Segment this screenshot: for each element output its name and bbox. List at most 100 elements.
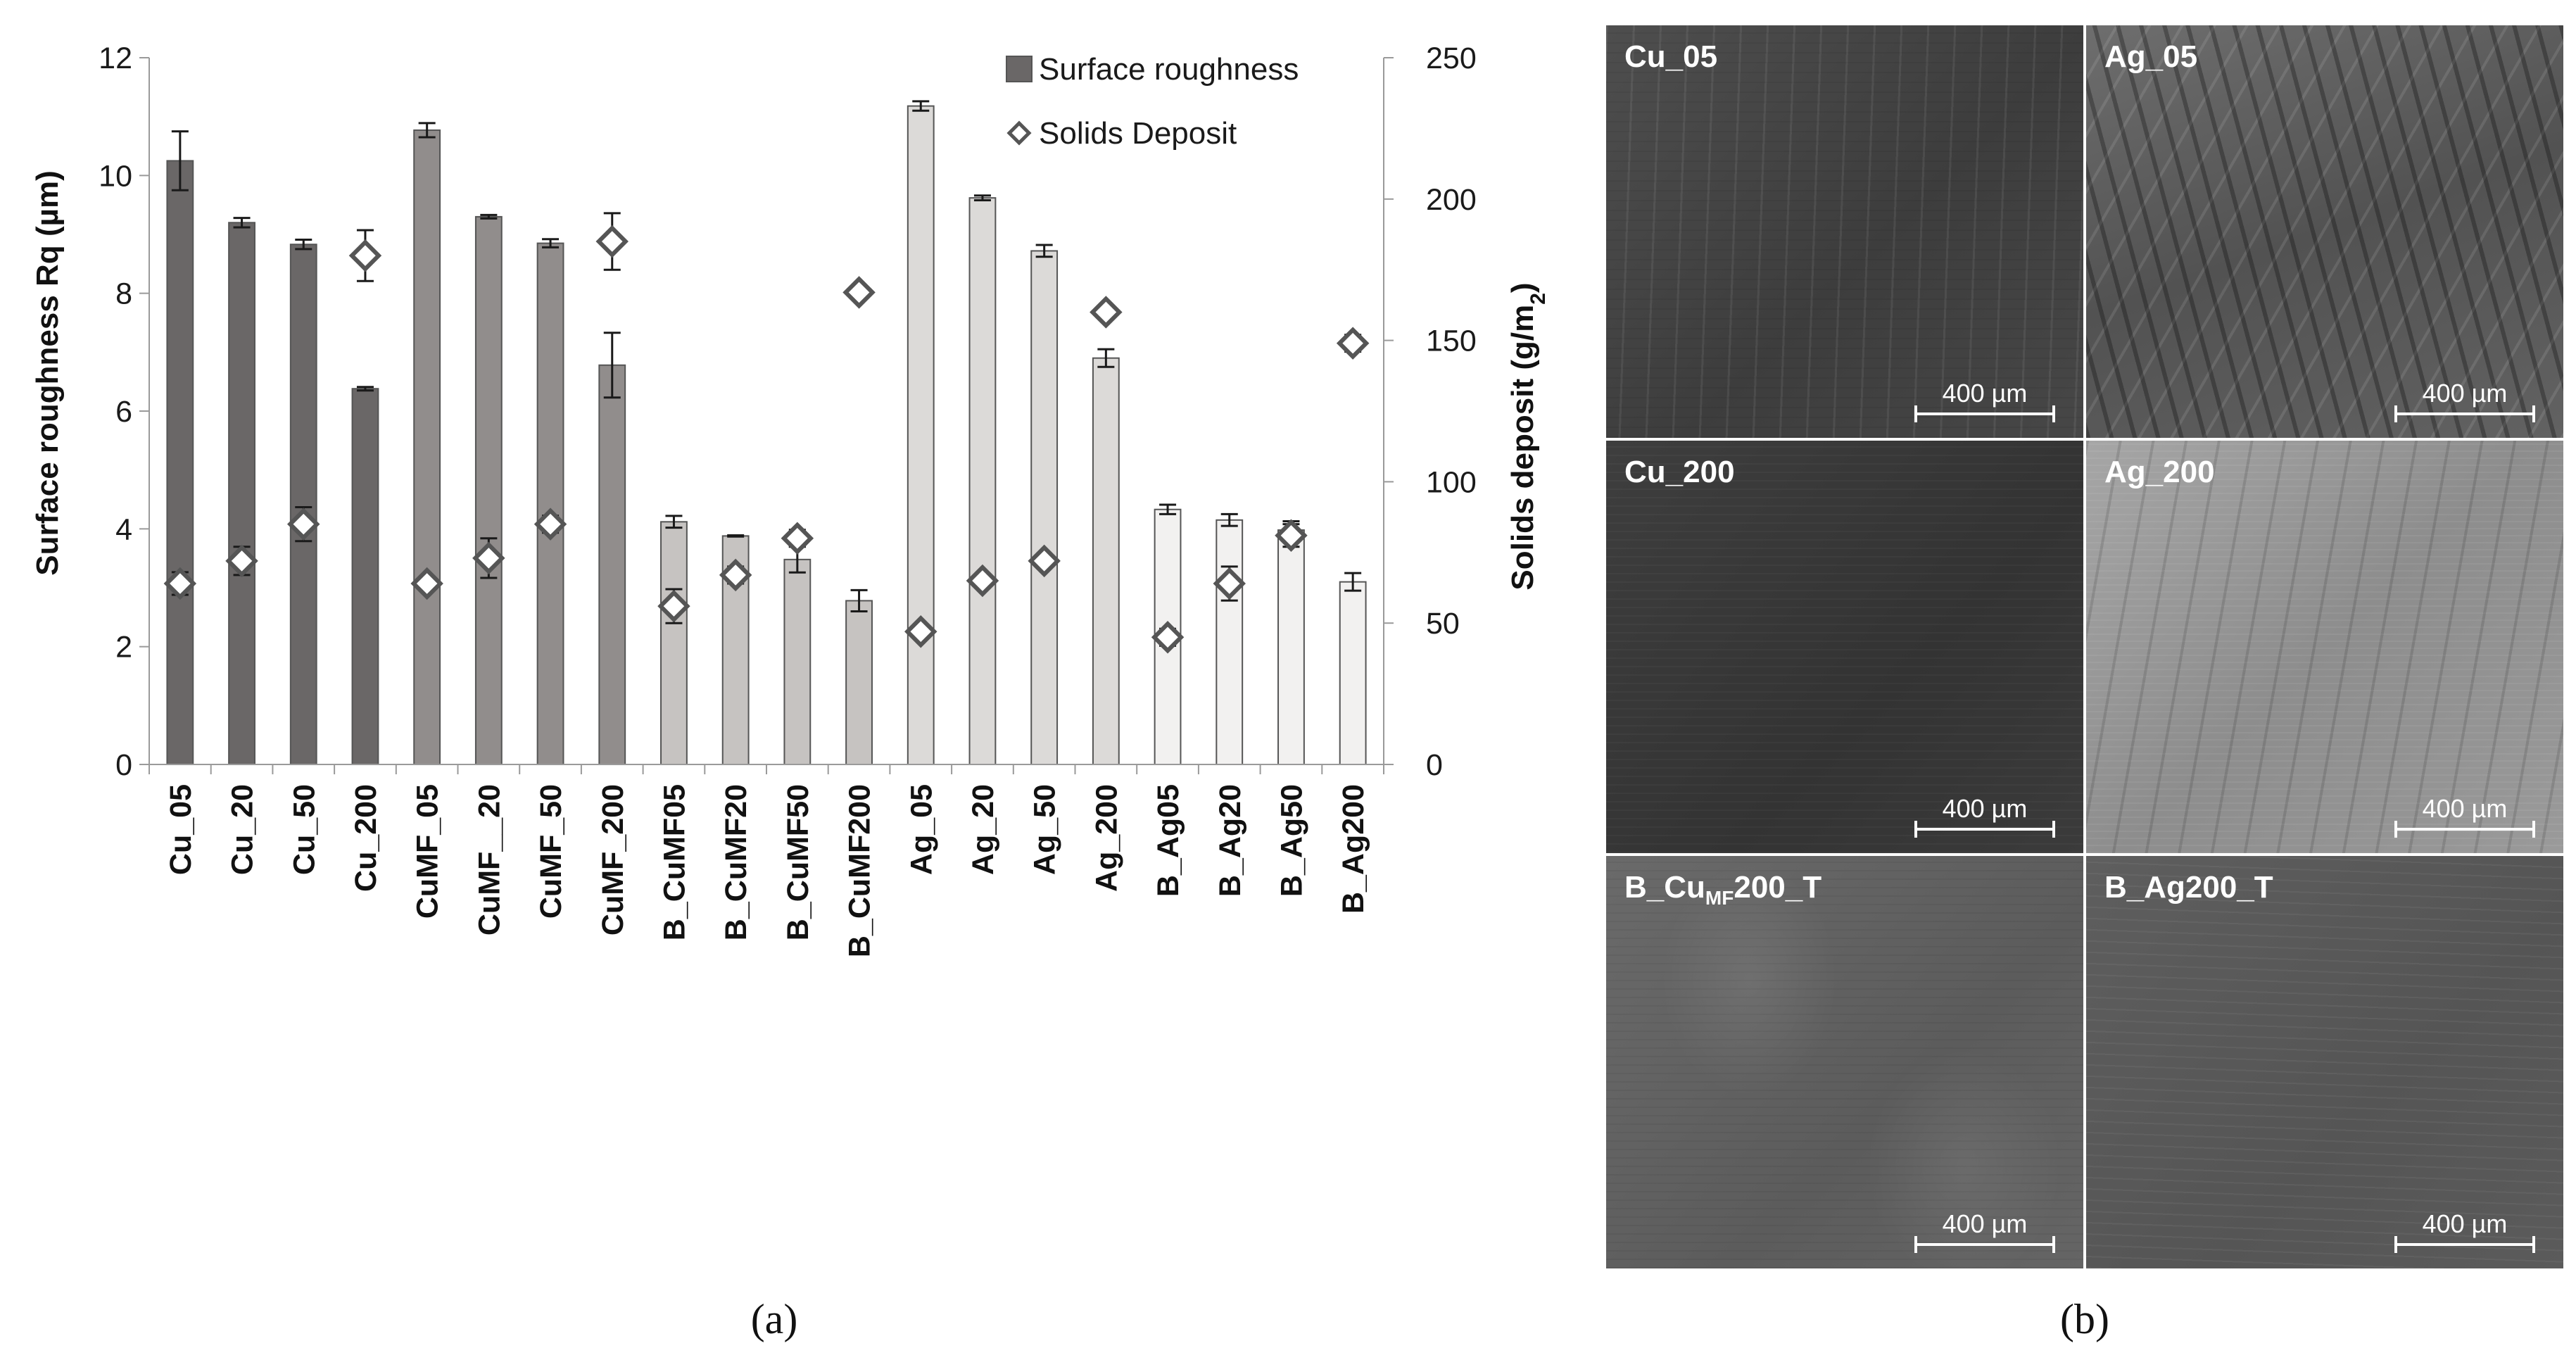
bar-CuMF_200 (598, 364, 626, 765)
micrograph-label: B_CuMF200_T (1624, 870, 1822, 909)
bar-B_CuMF50 (783, 558, 812, 766)
bar-CuMF__20 (474, 215, 503, 765)
category-label-B_CuMF50: B_CuMF50 (781, 784, 815, 940)
bars (166, 105, 1367, 766)
y2-tick-label: 0 (1426, 748, 1443, 782)
bar-B_Ag20 (1216, 519, 1244, 765)
legend-label-surface-roughness: Surface roughness (1039, 52, 1299, 87)
error-bar-CuMF__20 (480, 213, 498, 220)
error-bar-Ag_50 (1035, 244, 1053, 258)
deposit-marker-CuMF_50 (533, 508, 567, 541)
deposit-marker-Ag_200 (1090, 296, 1123, 329)
micrograph-ag05: Ag_05 400 µm (2086, 25, 2563, 438)
deposit-marker-CuMF__20 (472, 541, 505, 575)
category-label-Cu_50: Cu_50 (287, 784, 321, 875)
micrograph-label: Ag_05 (2104, 39, 2198, 74)
category-label-B_Ag05: B_Ag05 (1151, 784, 1185, 897)
category-label-B_Ag50: B_Ag50 (1275, 784, 1308, 897)
category-label-B_CuMF200: B_CuMF200 (843, 784, 877, 957)
deposit-marker-B_CuMF200 (842, 276, 876, 309)
category-label-Ag_50: Ag_50 (1028, 784, 1062, 875)
y2-tick-label: 50 (1426, 607, 1460, 641)
category-label-CuMF_05: CuMF_05 (411, 784, 445, 919)
bar-B_Ag50 (1277, 529, 1305, 765)
error-bar-CuMF_50 (542, 238, 560, 248)
caption-a: (a) (750, 1296, 798, 1342)
y-tick-label: 0 (115, 748, 132, 782)
scale-bar-label: 400 µm (2422, 1209, 2508, 1238)
y-tick-label: 12 (99, 42, 132, 75)
y-tick-label: 10 (99, 159, 132, 193)
error-bar-Cu_200 (356, 386, 374, 392)
category-label-Ag_200: Ag_200 (1090, 784, 1123, 892)
category-label-Ag_20: Ag_20 (966, 784, 1000, 875)
bar-B_Ag200 (1339, 581, 1367, 766)
deposit-marker-Cu_50 (287, 508, 320, 541)
y2-tick-label: 250 (1426, 42, 1477, 75)
bar-Ag_200 (1092, 357, 1120, 765)
error-bar-B_Ag20 (1220, 512, 1238, 527)
axes (139, 57, 1394, 774)
y-tick-label: 4 (115, 512, 132, 546)
deposit-marker-Ag_05 (904, 615, 937, 648)
y2-tick-label: 200 (1426, 183, 1477, 217)
deposit-marker-B_CuMF20 (719, 558, 752, 592)
category-label-Cu_05: Cu_05 (164, 784, 198, 875)
bar-chart: Cu_05 Cu_20 Cu_50 Cu_200 CuMF_05 CuMF__20 CuMF… (30, 42, 1550, 957)
bar-Cu_200 (351, 388, 379, 765)
error-bar-Cu_20 (233, 217, 251, 229)
bar-B_CuMF05 (660, 521, 688, 765)
error-bars (171, 100, 1362, 612)
legend-swatch-solids-deposit (1006, 120, 1032, 146)
bar-Cu_20 (228, 222, 255, 765)
micrograph-grid: Cu_05 400 µm Ag_05 400 µm Cu_200 400 µm … (1606, 25, 2563, 1268)
bar-CuMF_50 (536, 242, 564, 765)
y2-axis-title: Solids deposit (g/m2) (1505, 282, 1550, 590)
deposit-marker-B_Ag200 (1336, 327, 1370, 360)
bar-Ag_05 (907, 105, 935, 765)
deposit-marker-B_CuMF50 (781, 522, 814, 555)
error-bar-Ag_200 (1097, 348, 1115, 368)
error-bar-B_Ag05 (1159, 503, 1177, 515)
bar-Cu_05 (166, 160, 194, 765)
error-bar-Ag_20 (973, 194, 991, 201)
solids-deposit-markers (163, 212, 1370, 654)
deposit-marker-Cu_05 (163, 567, 197, 600)
y2-tick-label: 150 (1426, 325, 1477, 358)
error-bar-B_CuMF20 (727, 534, 745, 538)
category-label-B_CuMF20: B_CuMF20 (719, 784, 753, 940)
deposit-marker-B_Ag20 (1213, 567, 1246, 600)
deposit-marker-Ag_50 (1028, 544, 1061, 578)
y-tick-label: 6 (115, 395, 132, 429)
scale-bar: 400 µm (2394, 379, 2535, 422)
error-bar-CuMF_05 (418, 122, 436, 139)
category-label-CuMF_50: CuMF_50 (534, 784, 568, 919)
category-label-CuMF_200: CuMF_200 (596, 784, 630, 936)
scale-bar: 400 µm (2394, 1209, 2535, 1253)
legend: Surface roughness Solids Deposit (1006, 52, 1299, 151)
scale-bar: 400 µm (2394, 794, 2535, 838)
deposit-marker-CuMF_05 (410, 567, 443, 600)
bar-B_CuMF200 (845, 600, 873, 766)
deposit-marker-Ag_20 (966, 564, 999, 598)
error-bar-B_CuMF200 (850, 588, 868, 612)
micrograph-label: Cu_05 (1624, 39, 1718, 74)
deposit-marker-B_Ag05 (1151, 621, 1185, 654)
micrograph-b-ag200-t: B_Ag200_T 400 µm (2086, 856, 2563, 1268)
micrograph-label: B_Ag200_T (2104, 870, 2273, 905)
deposit-marker-CuMF_200 (595, 225, 629, 258)
micrograph-ag200: Ag_200 400 µm (2086, 441, 2563, 853)
y-tick-label: 8 (115, 277, 132, 311)
scale-bar-label: 400 µm (2422, 379, 2508, 408)
bar-CuMF_05 (413, 129, 441, 766)
error-bar-Ag_05 (912, 100, 930, 112)
scale-bar: 400 µm (1914, 1209, 2055, 1253)
caption-b: (b) (2060, 1296, 2109, 1342)
error-bar-Cu_05 (171, 130, 189, 191)
error-bar-Cu_50 (295, 239, 312, 251)
deposit-marker-B_Ag50 (1275, 519, 1308, 552)
y-axis-title: Surface roughness Rq (µm) (30, 170, 65, 575)
deposit-marker-Cu_20 (225, 544, 258, 578)
legend-label-solids-deposit: Solids Deposit (1039, 116, 1237, 151)
scale-bar-label: 400 µm (2422, 794, 2508, 823)
